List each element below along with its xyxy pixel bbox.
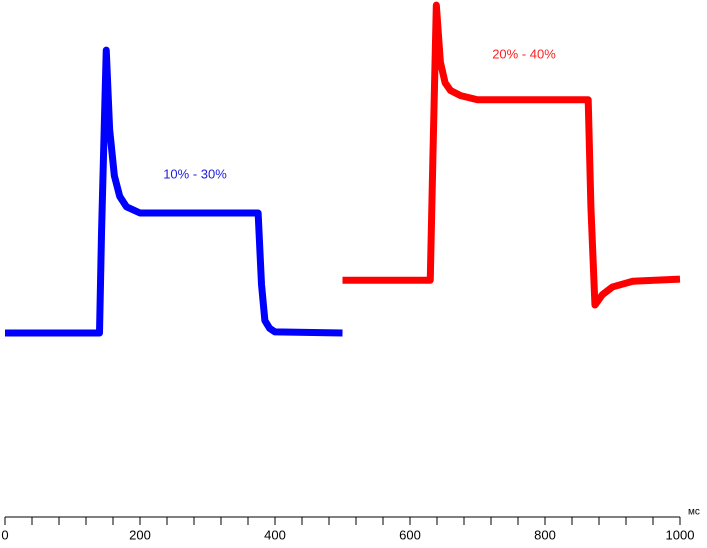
x-tick-label: 0 — [1, 527, 8, 542]
series-line — [5, 46, 343, 337]
annotation: 20% - 40% — [492, 46, 556, 61]
series-line-core — [342, 5, 681, 308]
x-tick-label: 400 — [264, 527, 286, 542]
x-tick-label: 600 — [399, 527, 421, 542]
x-tick-label: 200 — [129, 527, 151, 542]
x-axis-label: мс — [688, 507, 700, 518]
x-tick-label: 1000 — [666, 527, 695, 542]
annotation: 10% - 30% — [163, 166, 227, 181]
x-tick-label: 800 — [534, 527, 556, 542]
series-line-core — [5, 50, 343, 334]
